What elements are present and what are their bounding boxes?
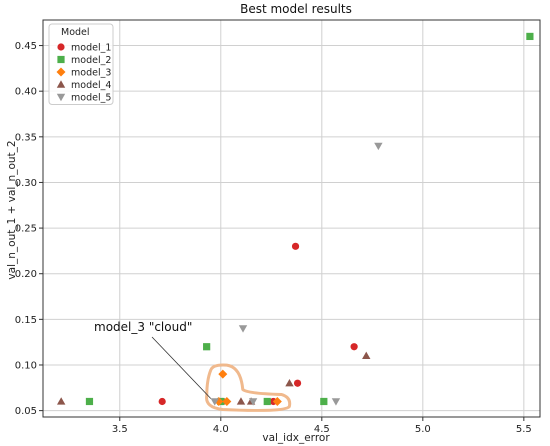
legend-label: model_5 <box>71 93 111 104</box>
point-model_1 <box>350 343 358 351</box>
legend-label: model_1 <box>71 43 111 54</box>
point-model_4 <box>362 351 371 360</box>
y-tick-label: 0.15 <box>15 315 37 326</box>
point-model_5 <box>331 398 341 406</box>
legend-marker-model_5 <box>56 93 66 102</box>
axis-ticks: 3.5 4.0 4.5 5.0 5.5 0.05 0.10 0.15 0.20 0.25 0.30 0… <box>15 41 532 435</box>
point-model_1 <box>293 379 302 387</box>
legend-label: model_3 <box>71 68 111 79</box>
x-tick-label: 3.5 <box>112 424 128 435</box>
point-model_2 <box>203 343 211 351</box>
legend-marker-model_3 <box>56 67 66 77</box>
annotation: model_3 "cloud" <box>94 320 292 412</box>
point-model_2 <box>320 397 328 406</box>
legend-title: Model <box>61 27 90 38</box>
series-model_5 <box>210 142 383 406</box>
legend-item-model_4: model_4 <box>56 80 111 91</box>
legend-box <box>48 23 114 105</box>
plot-area <box>42 19 541 418</box>
legend-label: model_2 <box>71 55 111 66</box>
data-points <box>56 32 534 406</box>
y-tick-label: 0.40 <box>15 87 37 98</box>
point-model_4 <box>56 397 66 405</box>
point-model_4 <box>285 379 294 387</box>
annotation-arrow <box>151 336 212 399</box>
point-model_5 <box>374 142 383 151</box>
legend-item-model_5: model_5 <box>56 93 111 104</box>
legend-item-model_1: model_1 <box>57 43 111 54</box>
y-tick-label: 0.45 <box>15 41 37 52</box>
point-model_3 <box>272 396 282 406</box>
point-model_4 <box>236 397 246 405</box>
grid <box>43 20 540 417</box>
legend-item-model_2: model_2 <box>57 55 111 66</box>
y-tick-label: 0.10 <box>15 360 37 371</box>
point-model_1 <box>158 397 166 406</box>
point-model_5 <box>248 398 258 406</box>
legend-marker-model_4 <box>56 80 66 88</box>
point-model_5 <box>210 398 219 406</box>
series-model_4 <box>56 351 371 405</box>
legend-item-model_3: model_3 <box>56 67 111 79</box>
point-model_5 <box>238 325 248 333</box>
chart-title: Best model results <box>240 2 352 16</box>
annotation-label: model_3 "cloud" <box>94 320 192 334</box>
x-tick-label: 4.0 <box>213 424 229 435</box>
x-tick-label: 4.5 <box>314 424 330 435</box>
series-model_2 <box>85 32 534 406</box>
x-tick-label: 5.0 <box>415 424 431 435</box>
y-tick-label: 0.20 <box>15 269 37 280</box>
x-axis-label: val_idx_error <box>262 432 330 444</box>
legend-label: model_4 <box>71 80 111 91</box>
point-model_1 <box>291 242 300 250</box>
y-tick-label: 0.05 <box>15 406 37 417</box>
point-model_3 <box>222 396 232 406</box>
legend-marker-model_1 <box>57 43 65 51</box>
x-tick-label: 5.5 <box>516 424 532 435</box>
point-model_2 <box>263 397 271 406</box>
y-tick-label: 0.30 <box>15 178 37 189</box>
y-axis-label: val_n_out_1 + val_n_out_2 <box>6 140 18 279</box>
cloud-highlight <box>205 363 292 412</box>
point-model_3 <box>218 369 228 379</box>
point-model_2 <box>85 397 94 406</box>
legend-marker-model_2 <box>57 55 65 64</box>
point-model_2 <box>526 32 534 41</box>
y-tick-label: 0.25 <box>15 224 37 235</box>
y-tick-label: 0.35 <box>15 132 37 143</box>
